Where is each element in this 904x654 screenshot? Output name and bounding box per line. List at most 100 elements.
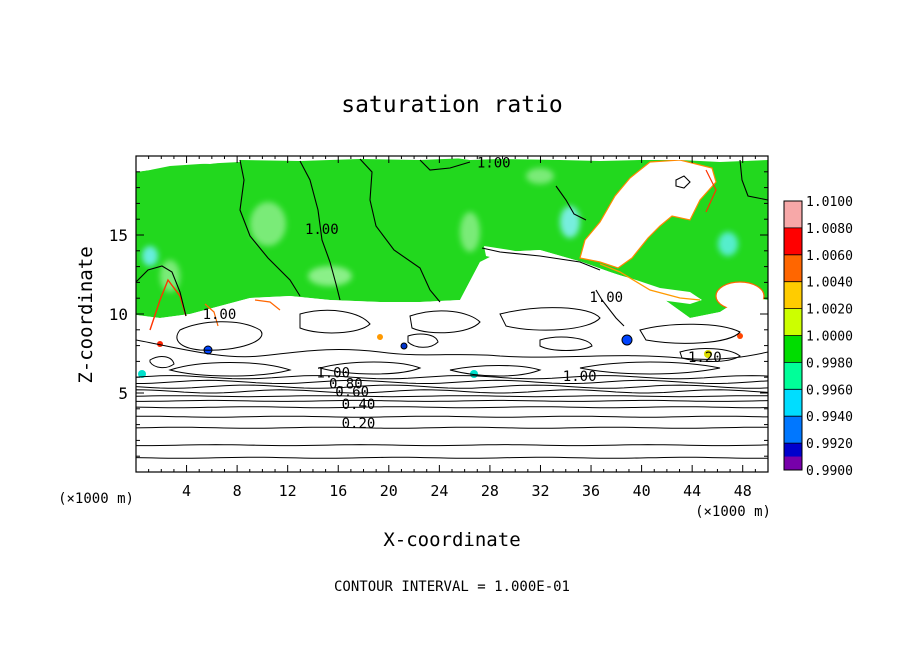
contour-line [675,175,691,189]
orange-cell [377,334,383,340]
horizontal-contour [136,375,768,380]
contour-line [299,309,371,334]
colorbar-label: 1.0060 [806,249,853,264]
contour-label: 0.80 [329,377,363,393]
contour-line [539,336,593,351]
contour-line [499,307,601,331]
contour-label: 1.00 [563,369,597,385]
contour-line [149,356,175,369]
colorbar-swatch [784,254,802,282]
contour-line [449,365,542,377]
lower-contours [136,307,768,377]
colorbar: 1.0100 1.0080 1.0060 1.0040 1.0020 1.0000 0.99… [783,195,853,479]
x-tick-label: 48 [734,482,752,500]
contour-label: 1.00 [477,155,511,171]
red-cell [737,333,743,339]
contour-label: 1.20 [688,350,722,366]
contour-line [555,185,587,221]
contour-line [679,348,741,362]
light-green-blob [460,212,480,252]
contour-line [481,247,601,271]
red-fringe [149,278,187,331]
colorbar-swatch [784,389,802,417]
horizontal-contour [136,384,768,389]
white-cap-top [136,156,240,172]
y-axis-ticks: 5 10 15 [109,171,768,457]
x-tick-label: 44 [683,482,701,500]
contour-line [359,158,441,303]
contour-line [579,361,721,375]
contour-label: 0.40 [342,397,376,413]
x-tick-label: 8 [233,482,242,500]
horizontal-contour [136,389,768,394]
red-fringe [705,169,717,213]
contour-labels: 1.001.001.001.001.000.800.600.400.201.00… [203,155,722,432]
red-fringe [204,303,219,327]
colorbar-label: 0.9960 [806,383,853,398]
colorbar-swatch [784,281,802,309]
colorbar-swatch [784,456,802,470]
x-tick-label: 12 [279,482,297,500]
colorbar-swatch [784,201,802,228]
contour-line [136,265,187,317]
horizontal-contour [136,426,768,429]
horizontal-contour [136,444,768,447]
light-green-blob [250,202,286,246]
upper-green-region [136,157,768,318]
contour-line [299,160,341,301]
contour-label: 1.00 [305,222,339,238]
contour-label: 1.00 [203,307,237,323]
light-green-blob [526,168,554,184]
contour-line [639,323,741,344]
colorbar-label: 0.9920 [806,437,853,452]
contour-line [176,321,263,351]
horizontal-contour [136,379,768,384]
blue-cell [621,334,633,346]
contour-label: 0.60 [335,385,369,401]
contour-line [419,159,471,171]
x-tick-label: 28 [481,482,499,500]
contour-label: 1.00 [589,290,623,306]
y-axis-label: Z-coordinate [75,246,97,383]
colorbar-swatch [784,335,802,363]
y-tick-label: 15 [109,226,128,245]
horizontal-contours [136,375,768,459]
horizontal-contour [136,406,768,409]
horizontal-contour [136,415,768,418]
x-tick-label: 20 [380,482,398,500]
contour-line [407,333,439,348]
colorbar-swatch [784,227,802,255]
red-fringe [599,263,701,301]
light-green-blob [160,260,180,292]
colorbar-label: 1.0000 [806,330,853,345]
contour-line [739,159,768,201]
x-tick-label: 16 [329,482,347,500]
colorbar-label: 1.0020 [806,303,853,318]
chart-title: saturation ratio [341,92,563,118]
x-tick-label: 4 [182,482,191,500]
x-axis-ticks: 4 8 12 16 20 24 28 32 36 40 44 48 [148,156,756,500]
colorbar-label: 0.9940 [806,410,853,425]
cyan-blob [560,206,580,238]
colorbar-swatch [784,308,802,336]
x-tick-label: 32 [531,482,549,500]
upper-contours [136,158,768,327]
contour-line [409,310,481,334]
yellow-cell [704,350,712,358]
x-tick-label: 36 [582,482,600,500]
horizontal-contour [136,399,768,402]
blue-cell [400,342,408,350]
contour-line [136,339,768,360]
colorbar-label: 0.9980 [806,356,853,371]
horizontal-contour [136,456,768,459]
light-green-blob [308,266,352,286]
horizontal-contour [136,395,768,398]
contour-line [595,289,625,327]
y-tick-label: 5 [118,384,128,403]
contour-line [239,159,301,297]
contour-label: 0.20 [342,416,376,432]
contour-line [168,362,292,377]
red-fringe [254,299,281,311]
x-unit-right: (×1000 m) [695,504,771,520]
